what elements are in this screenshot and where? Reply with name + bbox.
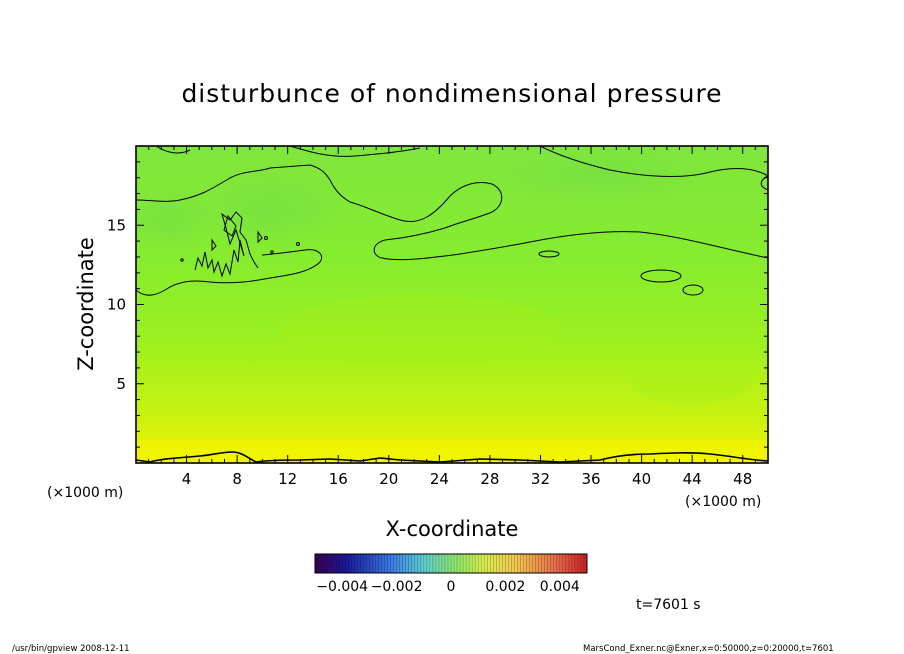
contour-island <box>640 269 682 283</box>
field-blob <box>630 355 750 405</box>
x-tick-label: 20 <box>379 470 398 488</box>
x-tick-label: 4 <box>182 470 192 488</box>
colorbar-tick-label: −0.002 <box>371 579 423 595</box>
contour-noisy <box>211 230 263 252</box>
x-tick-label: 48 <box>733 470 752 488</box>
contour-right-edge <box>760 175 768 191</box>
contour-dot <box>264 236 268 240</box>
field-blob <box>136 185 220 255</box>
contour-dot <box>180 258 184 262</box>
x-tick-label: 24 <box>430 470 449 488</box>
x-unit-right: (×1000 m) <box>685 494 761 510</box>
x-unit-left: (×1000 m) <box>47 485 123 501</box>
colorbar-labels: −0.004 −0.002 0 0.002 0.004 <box>316 579 580 595</box>
contour-lower-left <box>136 249 323 296</box>
contour-island <box>538 250 560 258</box>
field-blob <box>190 170 350 250</box>
colorbar-fill <box>315 554 587 573</box>
colorbar-tick-label: 0.002 <box>485 579 525 595</box>
contour-dot <box>270 250 274 254</box>
time-label: t=7601 s <box>636 597 701 613</box>
footer-right: MarsCond_Exner.nc@Exner,x=0:50000,z=0:20… <box>583 644 834 654</box>
x-tick-label: 32 <box>531 470 550 488</box>
x-tick-label: 8 <box>232 470 242 488</box>
y-tick-label: 10 <box>107 296 126 314</box>
x-axis-label: X-coordinate <box>386 517 519 541</box>
colorbar: −0.004 −0.002 0 0.002 0.004 <box>314 553 588 595</box>
colorbar-tick-label: 0 <box>447 579 456 595</box>
colorbar-tick-label: −0.004 <box>316 579 368 595</box>
field-blob <box>490 146 710 205</box>
chart-title: disturbunce of nondimensional pressure <box>181 79 722 108</box>
x-tick-label: 40 <box>632 470 651 488</box>
contour-noisy <box>194 211 259 278</box>
x-axis: 4 8 12 16 20 24 28 32 36 40 44 48 <box>135 146 769 488</box>
contour-dot <box>296 242 300 246</box>
x-tick-label: 28 <box>480 470 499 488</box>
y-tick-label: 5 <box>116 375 126 393</box>
contour-noisy <box>223 214 237 237</box>
y-axis: 5 10 15 <box>107 145 768 464</box>
x-tick-label: 36 <box>581 470 600 488</box>
contour-main <box>136 164 768 261</box>
colorbar-tick-label: 0.004 <box>540 579 580 595</box>
colorbar-frame <box>314 553 588 574</box>
x-tick-label: 44 <box>683 470 702 488</box>
footer-left: /usr/bin/gpview 2008-12-11 <box>12 644 130 654</box>
y-axis-label: Z-coordinate <box>74 237 98 371</box>
field-blob <box>280 295 560 365</box>
contour-island <box>682 284 704 296</box>
colorbar-stripes <box>317 554 585 573</box>
field-area <box>136 146 768 463</box>
x-tick-label: 16 <box>329 470 348 488</box>
y-tick-label: 15 <box>107 216 126 234</box>
x-tick-label: 12 <box>278 470 297 488</box>
